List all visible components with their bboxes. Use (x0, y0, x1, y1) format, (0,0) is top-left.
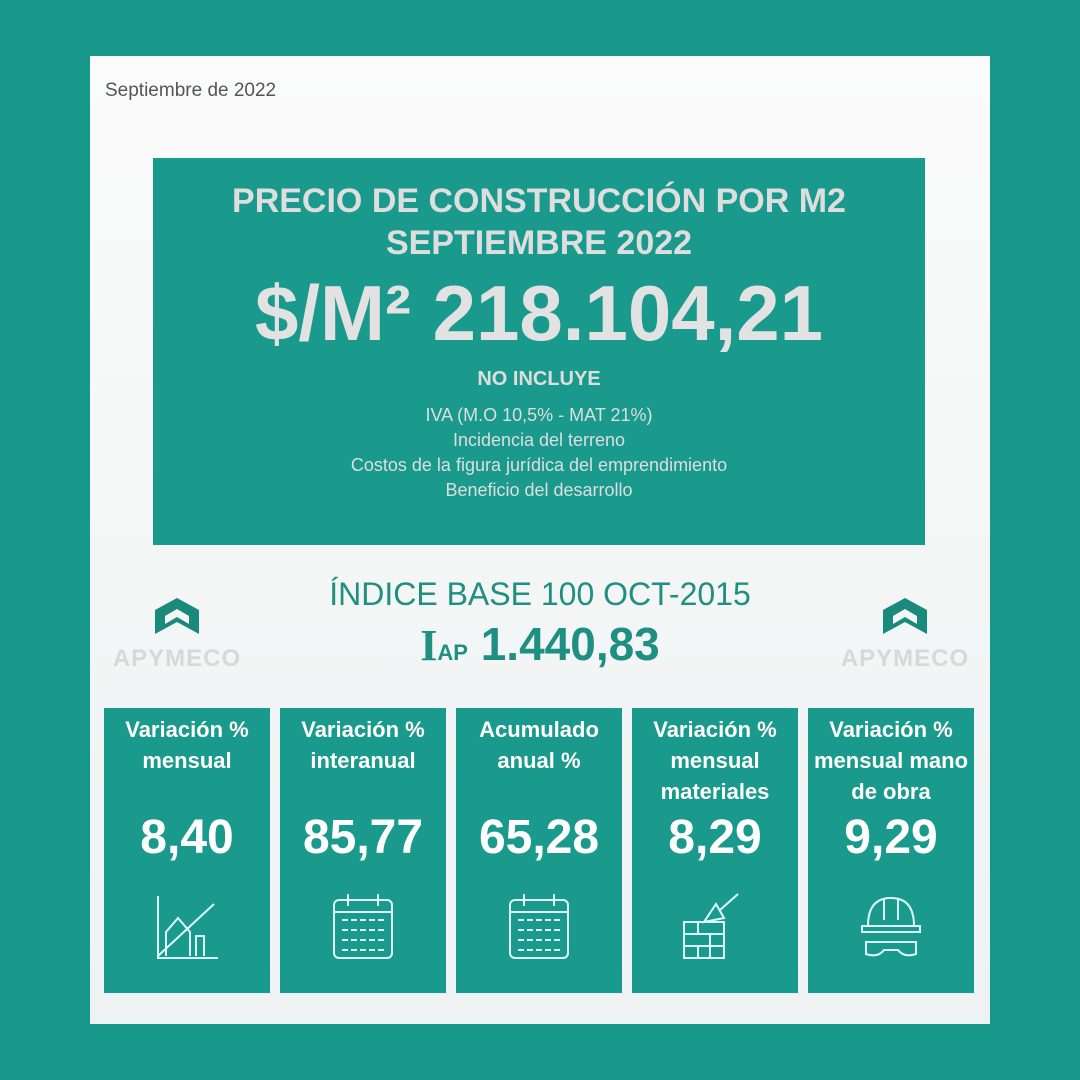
price-box: PRECIO DE CONSTRUCCIÓN POR M2 SEPTIEMBRE… (153, 158, 925, 545)
price-value: $/M² 218.104,21 (254, 269, 824, 357)
apymeco-chevron-icon (883, 598, 927, 634)
apymeco-logo-right: APYMECO (840, 596, 970, 673)
price-title: PRECIO DE CONSTRUCCIÓN POR M2 (232, 182, 846, 220)
index-symbol-sub: AP (437, 640, 468, 665)
house-growth-icon (157, 896, 218, 959)
tile-value: 85,77 (302, 811, 424, 864)
apymeco-chevron-icon (155, 598, 199, 634)
index-section: ÍNDICE BASE 100 OCT-2015 IAP 1.440,83 (90, 576, 990, 671)
bricks-trowel-icon (683, 893, 739, 959)
tile-label: Variación % mensual mano de obra (813, 717, 969, 804)
no-incluye-label: NO INCLUYE (477, 368, 601, 390)
index-value: 1.440,83 (480, 618, 660, 670)
exclusion-item: Incidencia del terreno (452, 430, 626, 450)
tile-variacion-mensual: Variación % mensual 8,40 (104, 708, 270, 993)
logo-text: APYMECO (840, 645, 970, 672)
date-label: Septiembre de 2022 (105, 80, 277, 101)
tile-variacion-interanual: Variación % interanual 85,77 (280, 708, 446, 993)
tile-label: Variación % mensual (125, 717, 249, 773)
index-symbol: I (420, 621, 438, 670)
calendar-icon (333, 894, 393, 959)
tile-label: Variación % mensual materiales (653, 717, 777, 804)
exclusions-list: IVA (M.O 10,5% - MAT 21%) Incidencia del… (153, 403, 925, 503)
tile-variacion-materiales: Variación % mensual materiales 8,29 (632, 708, 798, 993)
exclusion-item: Beneficio del desarrollo (445, 480, 633, 500)
helmet-goggles-icon (861, 896, 921, 957)
tile-acumulado-anual: Acumulado anual % 65,28 (456, 708, 622, 993)
tile-value: 65,28 (478, 811, 600, 864)
tile-label: Acumulado anual % (479, 717, 599, 773)
tile-value: 8,29 (668, 811, 762, 864)
calendar-icon (509, 894, 569, 959)
apymeco-logo-left: APYMECO (112, 596, 242, 673)
index-value-row: IAP 1.440,83 (90, 617, 990, 671)
tile-label: Variación % interanual (301, 717, 425, 773)
tile-value: 8,40 (140, 811, 234, 864)
exclusion-item: Costos de la figura jurídica del emprend… (350, 455, 728, 475)
tile-value: 9,29 (844, 811, 938, 864)
price-subtitle: SEPTIEMBRE 2022 (385, 224, 693, 262)
infographic-card: Septiembre de 2022 PRECIO DE CONSTRUCCIÓ… (90, 56, 990, 1024)
logo-text: APYMECO (112, 645, 242, 672)
exclusion-item: IVA (M.O 10,5% - MAT 21%) (425, 405, 653, 425)
index-heading: ÍNDICE BASE 100 OCT-2015 (329, 576, 751, 612)
tile-variacion-mano-de-obra: Variación % mensual mano de obra 9,29 (808, 708, 974, 993)
